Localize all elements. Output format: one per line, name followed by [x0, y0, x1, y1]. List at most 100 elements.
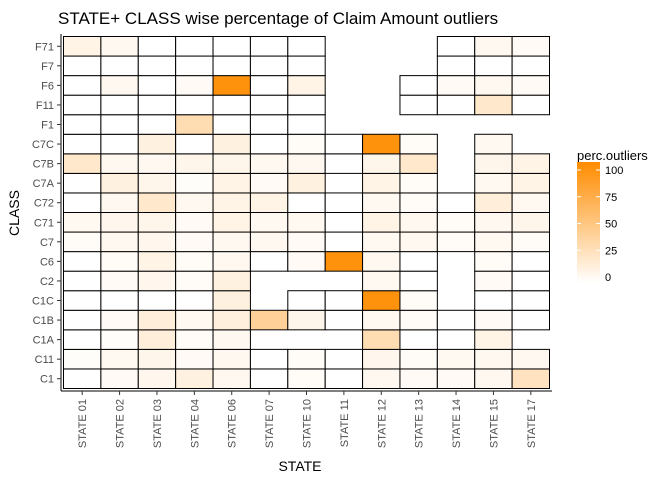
legend-title: perc.outliers	[577, 148, 648, 163]
x-axis-title: STATE	[278, 458, 321, 474]
y-tick-label: C71	[34, 217, 54, 229]
heatmap-cell	[511, 348, 550, 370]
heatmap-cell	[474, 55, 513, 77]
heatmap-cell	[175, 309, 214, 331]
heatmap-cell	[474, 309, 513, 331]
heatmap-cell	[399, 212, 438, 233]
heatmap-cell	[175, 114, 214, 135]
heatmap-cell	[212, 172, 251, 194]
heatmap-cell	[399, 75, 438, 96]
heatmap-cell	[249, 36, 289, 57]
heatmap-cell	[137, 133, 177, 155]
heatmap-cell	[175, 153, 214, 174]
heatmap-cell	[436, 212, 476, 233]
heatmap-cell	[212, 231, 251, 253]
heatmap-cell	[175, 231, 214, 253]
y-tick-label: F71	[35, 41, 54, 53]
heatmap-cell	[212, 114, 251, 135]
x-tick-label: STATE 01	[77, 399, 89, 448]
heatmap-cell	[212, 94, 251, 116]
y-tick-label: C2	[40, 276, 54, 288]
heatmap-cell	[287, 212, 326, 233]
heatmap-cell	[137, 94, 177, 116]
heatmap-cell	[287, 94, 326, 116]
chart-title: STATE+ CLASS wise percentage of Claim Am…	[58, 9, 498, 28]
heatmap-cell	[137, 36, 177, 57]
heatmap-cell	[63, 55, 102, 77]
heatmap-cell	[436, 75, 476, 96]
heatmap-cell	[511, 290, 550, 311]
heatmap-cell	[100, 368, 139, 390]
heatmap-cell	[399, 231, 438, 253]
heatmap-cell	[212, 153, 251, 174]
x-tick-label: STATE 07	[264, 399, 276, 448]
heatmap-cell	[287, 231, 326, 253]
heatmap-cell	[474, 36, 513, 57]
heatmap-cell	[100, 55, 139, 77]
heatmap-cell	[362, 212, 401, 233]
heatmap-cell	[287, 55, 326, 77]
heatmap-cell	[63, 368, 102, 390]
heatmap-cell	[175, 329, 214, 350]
heatmap-cell	[436, 309, 476, 331]
heatmap-cell	[100, 251, 139, 272]
heatmap-cell	[249, 133, 289, 155]
heatmap-cell	[63, 114, 102, 135]
heatmap-cell	[63, 36, 102, 57]
heatmap-cell	[100, 75, 139, 96]
heatmap-cell	[287, 133, 326, 155]
x-tick-label: STATE 02	[115, 399, 127, 448]
y-tick-label: C1B	[33, 315, 54, 327]
heatmap-cell	[249, 348, 289, 370]
legend-tick-label: 25	[605, 245, 617, 257]
heatmap-cell	[399, 251, 438, 272]
x-tick-label: STATE 12	[376, 399, 388, 448]
heatmap-cell	[511, 172, 550, 194]
y-tick-label: C72	[34, 198, 54, 210]
heatmap-cell	[249, 309, 289, 331]
heatmap-cell	[100, 231, 139, 253]
heatmap-cell	[100, 309, 139, 331]
heatmap-cell	[63, 212, 102, 233]
legend-tick-label: 50	[605, 219, 617, 231]
heatmap-cell	[137, 309, 177, 331]
heatmap-cell	[175, 270, 214, 292]
heatmap-cell	[511, 231, 550, 253]
heatmap-cell	[212, 309, 251, 331]
heatmap-cell	[175, 94, 214, 116]
heatmap-cell	[175, 133, 214, 155]
heatmap-cell	[137, 368, 177, 390]
heatmap-cell	[63, 153, 102, 174]
heatmap-cell	[362, 251, 401, 272]
heatmap-cell	[511, 309, 550, 331]
heatmap-cell	[324, 309, 364, 331]
heatmap-cell	[249, 94, 289, 116]
heatmap-cell	[399, 368, 438, 390]
heatmap-cell	[324, 153, 364, 174]
y-tick-label: C7A	[33, 178, 55, 190]
heatmap-cell	[399, 348, 438, 370]
heatmap-cell	[212, 75, 251, 96]
heatmap-cell	[436, 55, 476, 77]
heatmap-cell	[212, 251, 251, 272]
y-tick-label: C11	[35, 354, 54, 366]
heatmap-cell	[474, 212, 513, 233]
heatmap-cell	[287, 309, 326, 331]
legend-tick-label: 0	[605, 272, 611, 284]
heatmap-cell	[362, 192, 401, 213]
heatmap-cell	[63, 270, 102, 292]
heatmap-cell	[362, 309, 401, 331]
y-tick-label: C6	[40, 256, 54, 268]
heatmap-cell	[212, 348, 251, 370]
heatmap-cell	[175, 368, 214, 390]
heatmap-cell	[287, 75, 326, 96]
y-axis-ticks: C1 C11 C1A C1B C1C C2 C6 C7 C71 C72 C7A C7B C7C F1 F11…	[32, 41, 61, 386]
heatmap-cell	[100, 212, 139, 233]
heatmap-cell	[249, 75, 289, 96]
legend-tick-label: 100	[605, 165, 623, 177]
heatmap-cell	[511, 368, 550, 390]
y-tick-label: C1C	[32, 296, 54, 308]
heatmap-cell	[212, 212, 251, 233]
heatmap-cell	[175, 55, 214, 77]
